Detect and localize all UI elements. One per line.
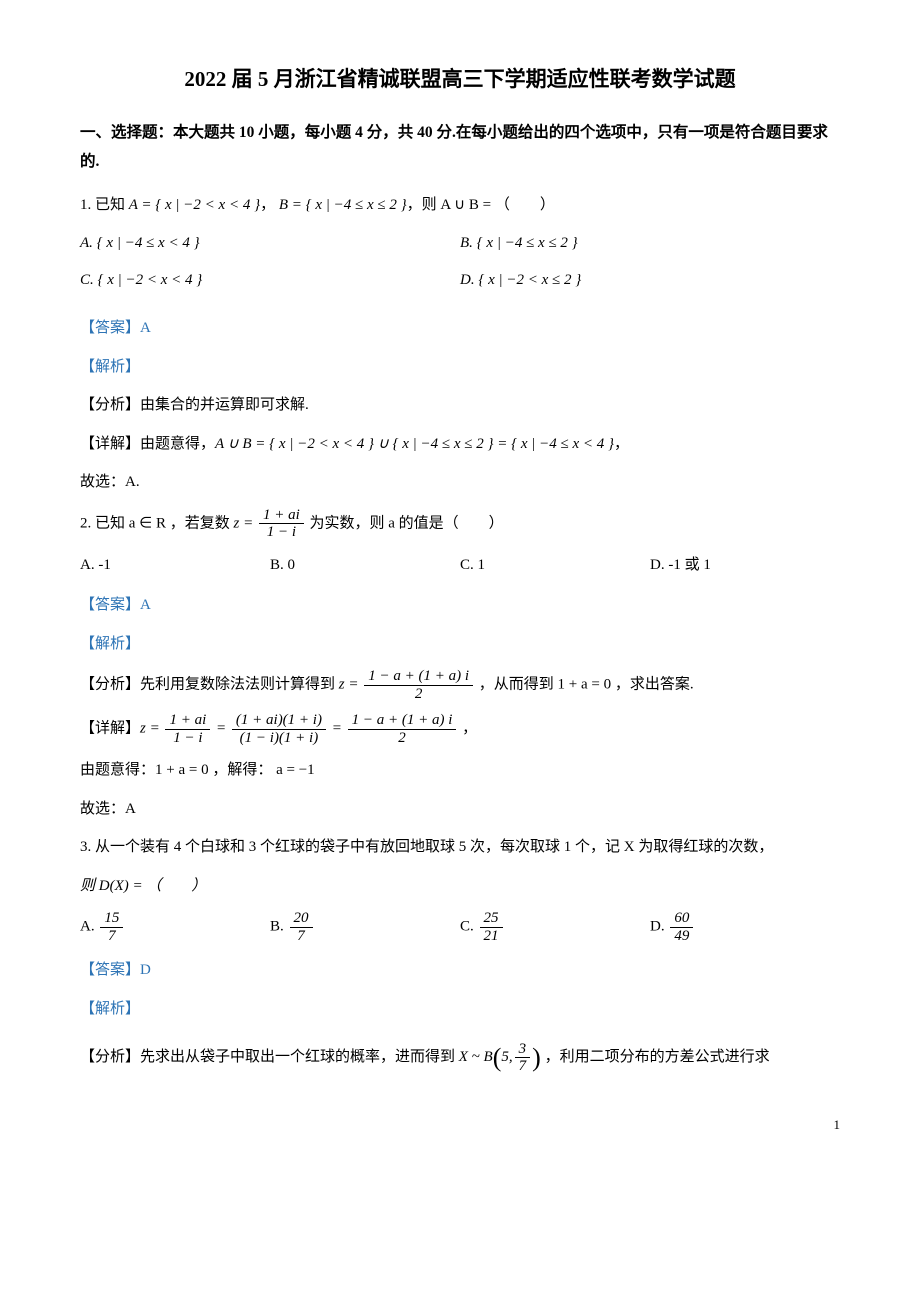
- q1-answer: 【答案】A: [80, 314, 840, 343]
- q2-d-f1: 1 + ai1 − i: [165, 712, 210, 746]
- q1-optA: A. { x | −4 ≤ x < 4 }: [80, 229, 460, 258]
- q2-frac-den: 1 − i: [259, 524, 304, 541]
- q2-conclude: 故选：A: [80, 795, 840, 824]
- q3-stem2: 则 D(X) = （ ）: [80, 872, 840, 901]
- q3-answer: 【答案】D: [80, 956, 840, 985]
- q3-optC-label: C.: [460, 919, 478, 935]
- q3-optD-frac: 6049: [670, 910, 693, 944]
- q2-optB: B. 0: [270, 551, 460, 580]
- q3-optA-label: A.: [80, 919, 98, 935]
- q2-fenxi-z: z =: [339, 677, 362, 693]
- q1-prefix: 1. 已知: [80, 197, 129, 213]
- q1-setA: A = { x | −2 < x < 4 }: [129, 197, 260, 213]
- q3-optB-label: B.: [270, 919, 288, 935]
- q3-stem2-text: 则 D(X) = （ ）: [80, 878, 206, 894]
- q3-optA: A. 157: [80, 910, 270, 944]
- q2-frac: 1 + ai1 − i: [259, 507, 304, 541]
- q3-dist-num: 3: [515, 1041, 531, 1059]
- question-2: 2. 已知 a ∈ R ，若复数 z = 1 + ai1 − i 为实数，则 a…: [80, 507, 840, 824]
- q3-optD-label: D.: [650, 919, 668, 935]
- q2-d-f2: (1 + ai)(1 + i)(1 − i)(1 + i): [232, 712, 326, 746]
- q3-optC-frac: 2521: [480, 910, 503, 944]
- q3-fenxi-prefix: 【分析】先求出从袋子中取出一个红球的概率，进而得到: [80, 1049, 459, 1065]
- q2-optD: D. -1 或 1: [650, 551, 840, 580]
- page-title: 2022 届 5 月浙江省精诚联盟高三下学期适应性联考数学试题: [80, 60, 840, 100]
- q1-conclude: 故选：A.: [80, 468, 840, 497]
- q1-detail-prefix: 【详解】由题意得，: [80, 436, 215, 452]
- q2-optA: A. -1: [80, 551, 270, 580]
- q1-detail-suffix: ，: [614, 436, 629, 452]
- q2-dz: z =: [140, 721, 163, 737]
- q3-optD: D. 6049: [650, 910, 840, 944]
- q3-optB: B. 207: [270, 910, 460, 944]
- q3-dist-frac: 37: [515, 1041, 531, 1075]
- q3-optC-num: 25: [480, 910, 503, 928]
- q2-optC: C. 1: [460, 551, 650, 580]
- q2-fenxi: 【分析】先利用复数除法法则计算得到 z = 1 − a + (1 + a) i2…: [80, 668, 840, 702]
- q1-detail: 【详解】由题意得，A ∪ B = { x | −2 < x < 4 } ∪ { …: [80, 430, 840, 459]
- q2-d-suffix: ，: [458, 721, 477, 737]
- q1-analysis-label: 【解析】: [80, 353, 840, 382]
- q3-optB-num: 20: [290, 910, 313, 928]
- q1-optD: D. { x | −2 < x ≤ 2 }: [460, 266, 840, 295]
- q2-fenxi-frac: 1 − a + (1 + a) i2: [364, 668, 473, 702]
- q2-z: z =: [233, 515, 256, 531]
- rparen-icon: ): [532, 1043, 541, 1072]
- q3-optB-frac: 207: [290, 910, 313, 944]
- q2-df1-den: 1 − i: [165, 730, 210, 747]
- q1-stem: 1. 已知 A = { x | −2 < x < 4 }， B = { x | …: [80, 191, 840, 220]
- q1-setB: B = { x | −4 ≤ x ≤ 2 }: [279, 197, 407, 213]
- q3-optB-den: 7: [290, 928, 313, 945]
- q1-optB: B. { x | −4 ≤ x ≤ 2 }: [460, 229, 840, 258]
- q2-stem: 2. 已知 a ∈ R ，若复数 z = 1 + ai1 − i 为实数，则 a…: [80, 507, 840, 541]
- q2-prefix: 2. 已知 a ∈ R ，若复数: [80, 515, 233, 531]
- q3-optD-num: 60: [670, 910, 693, 928]
- q2-fenxi-suffix: ，从而得到 1 + a = 0 ，求出答案.: [475, 677, 694, 693]
- q3-dist-den: 7: [515, 1058, 531, 1075]
- q1-options: A. { x | −4 ≤ x < 4 } B. { x | −4 ≤ x ≤ …: [80, 229, 840, 302]
- q3-dist-pre: X ~ B: [459, 1049, 493, 1065]
- question-3: 3. 从一个装有 4 个白球和 3 个红球的袋子中有放回地取球 5 次，每次取球…: [80, 833, 840, 1082]
- q2-df2-num: (1 + ai)(1 + i): [232, 712, 326, 730]
- q2-suffix: 为实数，则 a 的值是（ ）: [306, 515, 504, 531]
- q3-fenxi-suffix: ，利用二项分布的方差公式进行求: [541, 1049, 770, 1065]
- q3-optA-den: 7: [100, 928, 123, 945]
- q2-df3-num: 1 − a + (1 + a) i: [348, 712, 457, 730]
- page-number: 1: [80, 1113, 840, 1138]
- q3-stem: 3. 从一个装有 4 个白球和 3 个红球的袋子中有放回地取球 5 次，每次取球…: [80, 833, 840, 862]
- q3-fenxi: 【分析】先求出从袋子中取出一个红球的概率，进而得到 X ~ B(5,37) ，利…: [80, 1033, 840, 1082]
- q2-df2-den: (1 − i)(1 + i): [232, 730, 326, 747]
- q1-optC: C. { x | −2 < x < 4 }: [80, 266, 460, 295]
- q2-detail-prefix: 【详解】: [80, 721, 140, 737]
- q2-detail: 【详解】z = 1 + ai1 − i = (1 + ai)(1 + i)(1 …: [80, 712, 840, 746]
- q1-detail-math: A ∪ B = { x | −2 < x < 4 } ∪ { x | −4 ≤ …: [215, 436, 614, 452]
- q2-eq1: =: [212, 721, 230, 737]
- q2-options: A. -1 B. 0 C. 1 D. -1 或 1: [80, 551, 840, 580]
- q1-suffix: ，则 A ∪ B = （ ）: [407, 197, 555, 213]
- q3-optC-den: 21: [480, 928, 503, 945]
- q2-fenxi-den: 2: [364, 686, 473, 703]
- question-1: 1. 已知 A = { x | −2 < x < 4 }， B = { x | …: [80, 191, 840, 497]
- q3-dist-n: 5,: [501, 1049, 512, 1065]
- q3-analysis-label: 【解析】: [80, 995, 840, 1024]
- q3-optA-num: 15: [100, 910, 123, 928]
- q2-df1-num: 1 + ai: [165, 712, 210, 730]
- q3-optD-den: 49: [670, 928, 693, 945]
- q2-answer: 【答案】A: [80, 591, 840, 620]
- q2-d-f3: 1 − a + (1 + a) i2: [348, 712, 457, 746]
- q2-frac-num: 1 + ai: [259, 507, 304, 525]
- q1-mid: ，: [260, 197, 279, 213]
- q2-eq2: =: [328, 721, 346, 737]
- q1-fenxi: 【分析】由集合的并运算即可求解.: [80, 391, 840, 420]
- q2-line2: 由题意得：1 + a = 0 ，解得： a = −1: [80, 756, 840, 785]
- q2-df3-den: 2: [348, 730, 457, 747]
- q3-options: A. 157 B. 207 C. 2521 D. 6049: [80, 910, 840, 944]
- q3-optA-frac: 157: [100, 910, 123, 944]
- q2-fenxi-num: 1 − a + (1 + a) i: [364, 668, 473, 686]
- q3-optC: C. 2521: [460, 910, 650, 944]
- q2-analysis-label: 【解析】: [80, 630, 840, 659]
- q2-fenxi-prefix: 【分析】先利用复数除法法则计算得到: [80, 677, 339, 693]
- section-header: 一、选择题：本大题共 10 小题，每小题 4 分，共 40 分.在每小题给出的四…: [80, 118, 840, 177]
